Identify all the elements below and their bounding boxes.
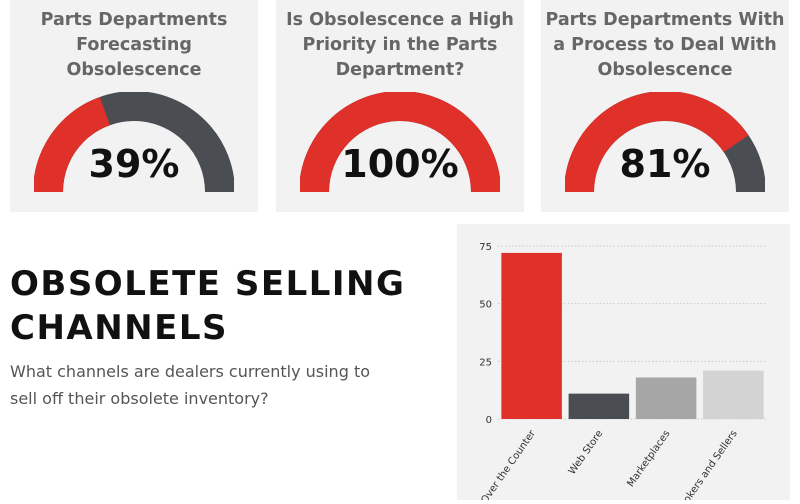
gauge-chart	[34, 92, 234, 192]
bar-marketplaces	[635, 377, 697, 419]
x-tick-label: Brokers and Sellers	[675, 428, 739, 500]
gauge-value: 39%	[88, 142, 180, 186]
gauge-value: 81%	[619, 142, 711, 186]
gauge-card-forecasting: Parts Departments Forecasting Obsolescen…	[10, 0, 258, 212]
bar-web-store	[568, 393, 630, 419]
y-tick-label: 50	[479, 300, 492, 311]
gauge-card-priority: Is Obsolescence a High Priority in the P…	[276, 0, 524, 212]
gauge-value: 100%	[341, 142, 459, 186]
x-tick-label: Web Store	[567, 428, 606, 476]
x-tick-label: Marketplaces	[625, 428, 672, 489]
gauge-fill	[300, 92, 500, 192]
gauge-fill	[34, 96, 111, 192]
gauge-title: Parts Departments Forecasting Obsolescen…	[40, 10, 228, 80]
y-tick-label: 75	[479, 242, 492, 253]
gauge-fill	[565, 92, 749, 192]
y-tick-label: 25	[479, 357, 492, 368]
gauge-title: Is Obsolescence a High Priority in the P…	[286, 10, 514, 80]
section-subtitle: What channels are dealers currently usin…	[10, 362, 370, 408]
bar-chart-panel: 0 25 50 75 Over the Counter Web Store Marketpl…	[457, 224, 790, 504]
gauge-title: Parts Departments With a Process to Deal…	[545, 10, 785, 80]
y-tick-label: 0	[486, 415, 492, 426]
section-heading: OBSOLETE SELLING CHANNELS	[10, 264, 406, 348]
bar-over-the-counter	[501, 252, 562, 419]
gauge-chart	[565, 92, 765, 192]
x-tick-label: Over the Counter	[479, 428, 538, 500]
gauge-card-process: Parts Departments With a Process to Deal…	[541, 0, 789, 212]
gauge-chart	[300, 92, 500, 192]
bar-chart: 0 25 50 75 Over the Counter Web Store Marketpl…	[479, 242, 767, 504]
bar-brokers-and-sellers	[703, 370, 764, 419]
